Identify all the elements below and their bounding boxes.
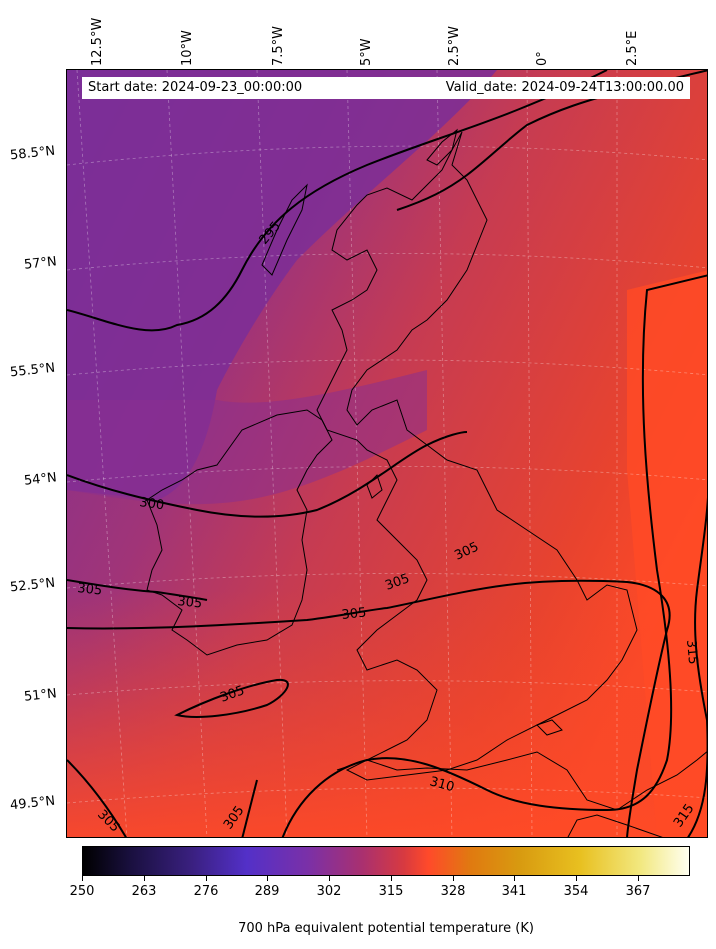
colorbar-tick	[576, 876, 577, 881]
lon-label-2.5e: 2.5°E	[625, 30, 640, 66]
lat-label-51n: 51°N	[23, 686, 58, 705]
contour-305-sw	[67, 759, 127, 837]
colorbar-tick-label: 276	[193, 884, 219, 899]
contour-305-mid	[67, 579, 671, 837]
coast-france-south	[567, 814, 663, 837]
coast-orkney	[426, 128, 458, 166]
colorbar-tick	[267, 876, 268, 881]
field-cold-region	[67, 70, 497, 500]
contour-300	[67, 431, 468, 518]
lat-label-52.5n: 52.5°N	[9, 575, 56, 596]
contour-310	[281, 274, 707, 837]
colorbar-tick	[638, 876, 639, 881]
graticule	[67, 70, 707, 837]
lon-label-10w: 10°W	[180, 30, 195, 66]
lon-label-5w: 5°W	[359, 38, 374, 66]
coast-isle-of-wight	[536, 719, 563, 736]
colorbar-tick-label: 354	[563, 884, 589, 899]
start-date-text: Start date: 2024-09-23_00:00:00	[88, 80, 303, 95]
coast-france	[336, 751, 707, 811]
colorbar-tick	[514, 876, 515, 881]
lon-label-2.5w: 2.5°W	[447, 25, 462, 66]
colorbar-tick	[206, 876, 207, 881]
colorbar-tick	[391, 876, 392, 881]
lon-label-0: 0°	[535, 51, 550, 66]
contour-label-300: 300	[138, 495, 165, 513]
map-panel: 295 300 305 305 305 305 305 305 305 305 …	[66, 69, 708, 838]
colorbar-title: 700 hPa equivalent potential temperature…	[238, 921, 534, 936]
colorbar-tick-label: 367	[625, 884, 651, 899]
coastlines	[146, 128, 707, 837]
date-info-box: Start date: 2024-09-23_00:00:00 Valid_da…	[82, 77, 690, 99]
contour-295	[67, 70, 608, 332]
colorbar-tick-label: 328	[440, 884, 466, 899]
lat-label-49.5n: 49.5°N	[9, 793, 56, 814]
coast-ireland	[146, 409, 333, 656]
colorbar-tick-label: 302	[316, 884, 342, 899]
colorbar-tick-label: 289	[254, 884, 280, 899]
valid-date-text: Valid_date: 2024-09-24T13:00:00.00	[445, 80, 684, 95]
colorbar-tick-label: 341	[501, 884, 527, 899]
contour-label-305a: 305	[77, 581, 103, 599]
lat-label-58.5n: 58.5°N	[9, 143, 56, 164]
colorbar-tick-label: 263	[131, 884, 157, 899]
lon-label-7.5w: 7.5°W	[271, 25, 286, 66]
lat-label-57n: 57°N	[23, 254, 58, 273]
contour-label-315a: 315	[683, 639, 700, 665]
contour-315	[687, 497, 707, 837]
colorbar-tick	[453, 876, 454, 881]
contour-label-310: 310	[428, 774, 456, 795]
lat-label-55.5n: 55.5°N	[9, 360, 56, 381]
colorbar-tick-label: 250	[69, 884, 95, 899]
colorbar-tick	[329, 876, 330, 881]
contour-305-west	[67, 579, 208, 601]
lon-label-12.5w: 12.5°W	[90, 17, 105, 66]
contour-label-305b: 305	[177, 594, 203, 612]
contour-305-lens	[174, 678, 289, 718]
contour-label-305c: 305	[341, 605, 367, 623]
lat-label-54n: 54°N	[23, 470, 58, 489]
field-cool-band	[67, 370, 427, 505]
colorbar-tick-label: 315	[378, 884, 404, 899]
colorbar	[82, 846, 690, 876]
contour-305-south	[241, 779, 258, 837]
theta-e-map: 295 300 305 305 305 305 305 305 305 305 …	[67, 70, 707, 837]
colorbar-tick	[144, 876, 145, 881]
field-warm-east	[627, 270, 707, 837]
colorbar-tick	[82, 876, 83, 881]
